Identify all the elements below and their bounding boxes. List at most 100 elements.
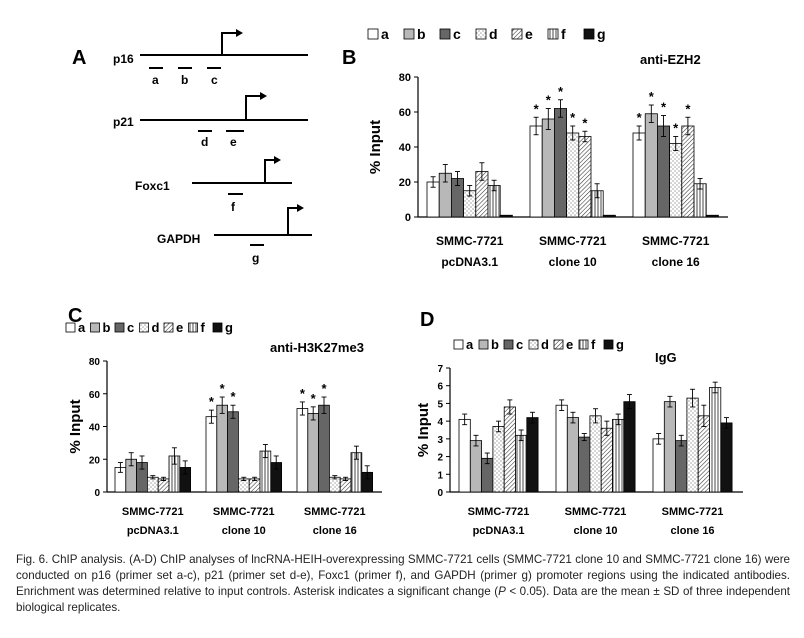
bar-d-e [503, 406, 516, 493]
chart-title-d: IgG [655, 350, 677, 365]
y-tick-label-d: 1 [437, 470, 443, 481]
bar-b-d [566, 132, 580, 218]
legend-swatch-b-g [583, 28, 595, 40]
bar-d-e [697, 415, 710, 493]
y-tick-label-c: 80 [89, 357, 101, 368]
chart-panel-b: anti-EZH2 0 20 40 60 80 % Input SMMC-7721 pcDNA3… [367, 26, 728, 269]
promoter-diagram: p16 a b c p21 d e Foxc1 f GAPDH g [113, 29, 312, 265]
category-label-d: SMMC-7721 [565, 506, 627, 518]
y-tick-label-d: 6 [437, 382, 443, 393]
bar-d-a [555, 404, 568, 493]
legend-swatch-c-c [114, 322, 125, 333]
bar-c-d [146, 476, 159, 493]
legend-swatch-d-e [553, 339, 564, 350]
primer-label-c: c [211, 73, 218, 87]
bar-b-a [632, 132, 646, 218]
chart-title-b: anti-EZH2 [640, 52, 701, 67]
significance-marker-c: * [220, 381, 226, 396]
category-label-c: pcDNA3.1 [127, 525, 179, 537]
legend-label-b: e [525, 26, 533, 42]
bar-d-d [589, 415, 602, 493]
y-tick-label-d: 0 [437, 488, 443, 499]
y-tick-label-d: 4 [437, 417, 443, 428]
tss-arrow-gapdh [287, 207, 299, 235]
legend-label-d: a [466, 337, 474, 352]
y-tick-label-c: 40 [89, 423, 101, 434]
category-label-b: SMMC-7721 [539, 234, 607, 248]
bar-b-a [529, 125, 543, 218]
primer-label-e: e [230, 135, 237, 149]
gene-label-p21: p21 [113, 115, 134, 129]
panel-label-d: D [420, 309, 434, 331]
tss-arrowhead-gapdh [297, 204, 304, 212]
bar-b-d [669, 143, 683, 218]
bar-d-d [686, 397, 699, 493]
category-label-c: SMMC-7721 [304, 506, 366, 518]
gene-label-foxc1: Foxc1 [135, 179, 170, 193]
bar-d-f [515, 434, 528, 493]
significance-marker-b: * [546, 93, 552, 108]
legend-label-c: e [176, 320, 183, 335]
bar-d-g [526, 417, 539, 493]
category-label-c: SMMC-7721 [213, 506, 275, 518]
y-tick-label-d: 5 [437, 399, 443, 410]
significance-marker-b: * [558, 84, 564, 99]
legend-label-c: f [201, 320, 206, 335]
tss-arrow-p16 [221, 32, 238, 55]
y-tick-label-b: 20 [399, 177, 411, 189]
category-label-d: clone 16 [671, 525, 715, 537]
bar-d-a [652, 438, 665, 493]
primer-label-d: d [201, 135, 208, 149]
y-tick-label-c: 20 [89, 455, 101, 466]
caption-p-symbol: P [498, 585, 506, 598]
bar-d-c [675, 440, 688, 493]
legend-swatch-d-d [528, 339, 539, 350]
legend-swatch-d-b [478, 339, 489, 350]
caption-text-1: Fig. 6. ChIP analysis. (A-D) ChIP analys… [16, 553, 790, 598]
bar-d-a [458, 418, 471, 493]
chart-title-c: anti-H3K27me3 [270, 340, 364, 355]
category-label-c: clone 16 [313, 525, 357, 537]
legend-label-d: e [566, 337, 573, 352]
panel-label-b: B [342, 47, 356, 69]
bar-d-e [600, 427, 613, 493]
y-tick-label-b: 80 [399, 72, 411, 84]
primer-label-a: a [152, 73, 159, 87]
legend-swatch-d-g [603, 339, 614, 350]
legend-swatch-c-e [163, 322, 174, 333]
category-label-d: clone 10 [574, 525, 618, 537]
significance-marker-b: * [637, 110, 643, 125]
y-tick-label-d: 7 [437, 364, 443, 375]
legend-swatch-b-f [547, 28, 559, 40]
y-tick-label-d: 3 [437, 435, 443, 446]
bar-b-b [541, 118, 555, 218]
y-tick-label-d: 2 [437, 453, 443, 464]
significance-marker-c: * [209, 394, 215, 409]
primer-label-b: b [181, 73, 188, 87]
significance-marker-b: * [534, 101, 540, 116]
y-axis-label-b: % Input [367, 120, 384, 174]
tss-arrowhead-foxc1 [274, 156, 281, 164]
significance-marker-b: * [661, 100, 667, 115]
bar-d-b [663, 401, 676, 493]
bar-b-c [554, 108, 568, 218]
bar-d-g [623, 401, 636, 493]
legend-label-b: g [597, 26, 606, 42]
bar-d-f [709, 387, 722, 493]
legend-label-d: f [591, 337, 596, 352]
legend-label-b: a [381, 26, 389, 42]
legend-swatch-d-c [503, 339, 514, 350]
bar-b-e [681, 125, 695, 218]
significance-marker-b: * [570, 110, 576, 125]
bar-c-d [328, 476, 341, 493]
gene-label-gapdh: GAPDH [157, 232, 200, 246]
legend-label-b: f [561, 26, 566, 42]
category-label-b: clone 10 [549, 255, 597, 269]
bar-b-c [657, 125, 671, 218]
chart-panel-d: IgG 0 1 2 3 4 5 6 7 % Input SMMC-7721 pcDNA3.1 SMMC-… [415, 337, 743, 537]
bar-c-b [307, 412, 319, 493]
legend-swatch-d-a [453, 339, 464, 350]
legend-label-c: d [152, 320, 160, 335]
bar-c-a [205, 416, 218, 493]
legend-label-d: g [616, 337, 624, 352]
